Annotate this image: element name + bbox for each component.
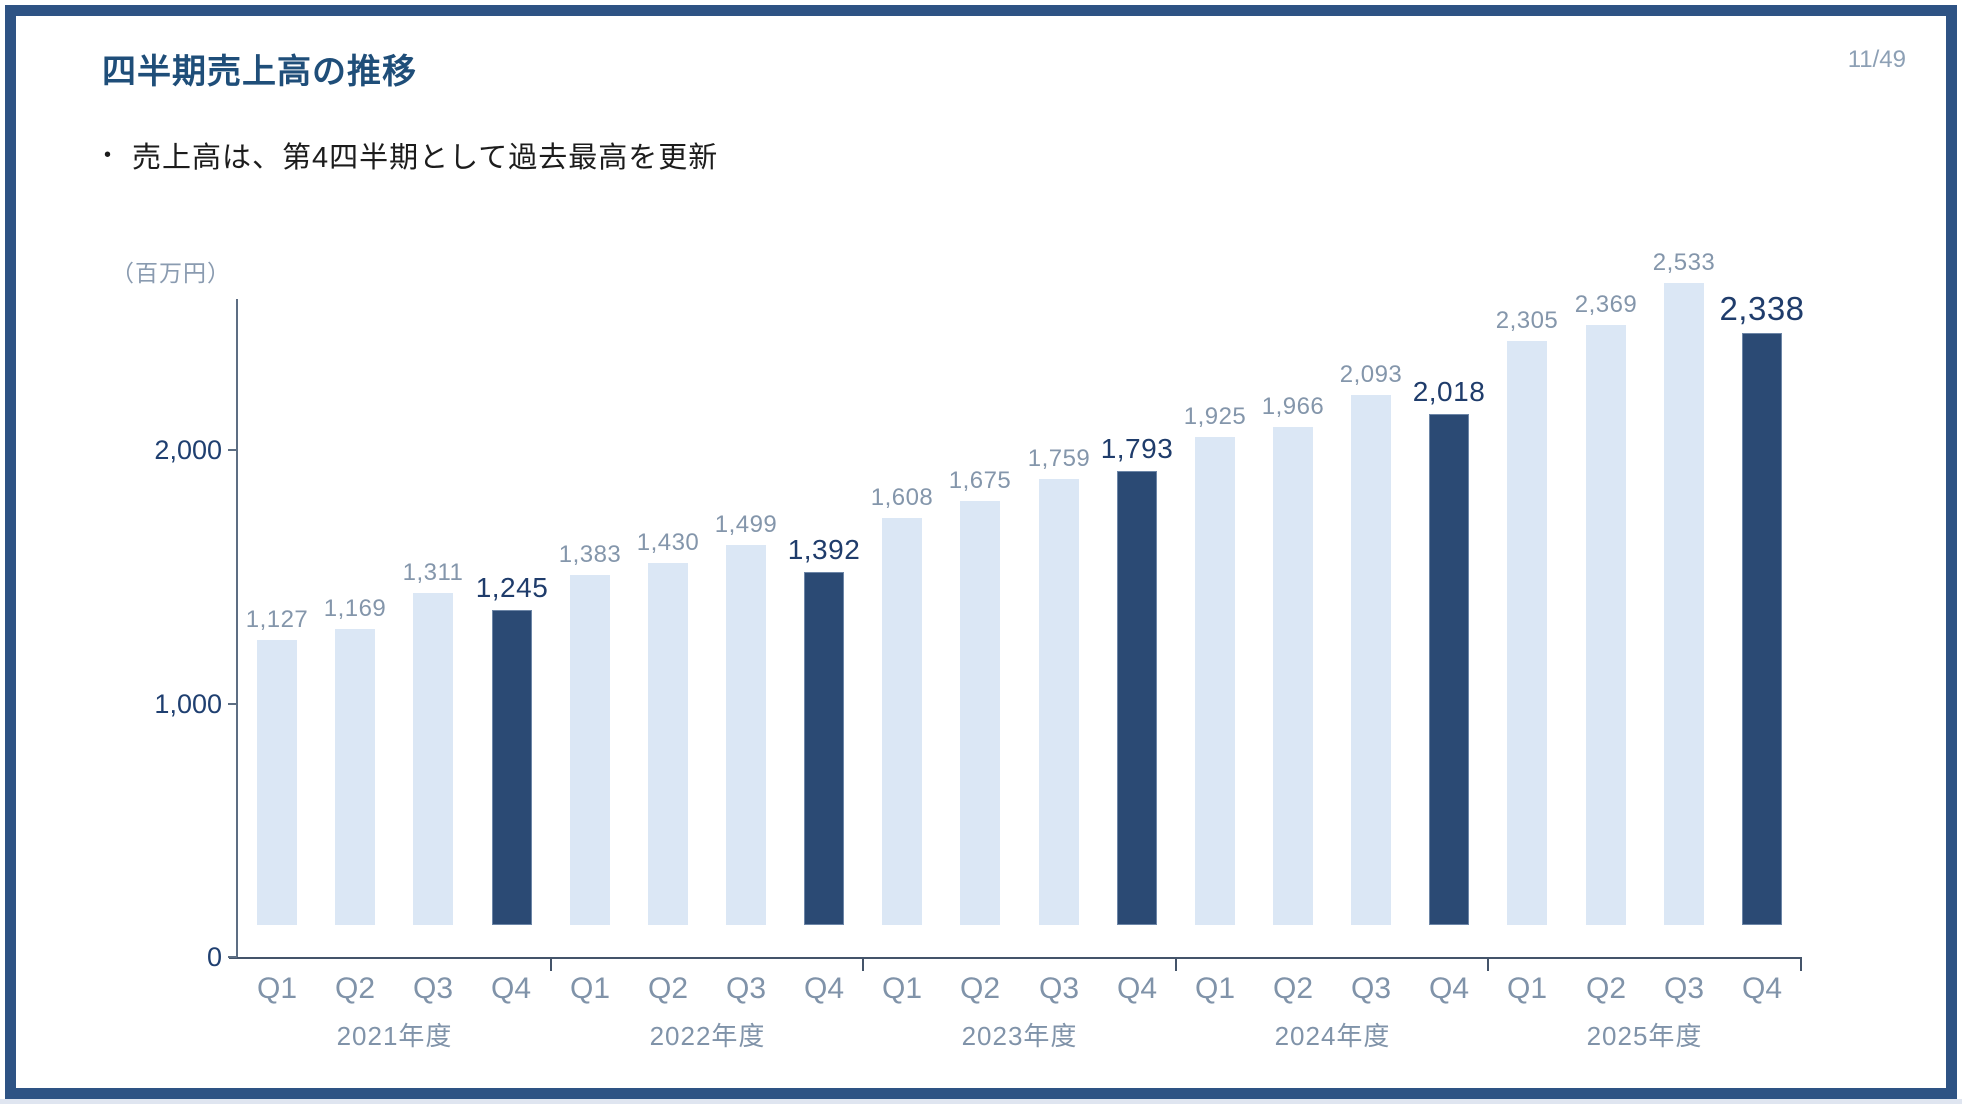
value-label-2021-q1: 1,127 xyxy=(245,606,309,633)
year-label-2024: 2024年度 xyxy=(1274,1021,1391,1051)
bullet-text: 売上高は、第4四半期として過去最高を更新 xyxy=(132,142,719,174)
value-label-2024-q3: 2,093 xyxy=(1339,361,1403,388)
bar-2021-q1 xyxy=(257,640,297,925)
year-label-2022: 2022年度 xyxy=(649,1021,766,1051)
value-label-2025-q4: 2,338 xyxy=(1719,290,1805,327)
y-axis-tick xyxy=(228,449,237,451)
y-tick-label: 1,000 xyxy=(154,689,222,719)
quarter-label-2021-q2: Q2 xyxy=(334,972,376,1005)
y-axis-tick xyxy=(228,956,237,958)
quarter-label-2024-q4: Q4 xyxy=(1428,972,1470,1005)
year-label-2023: 2023年度 xyxy=(961,1021,1078,1051)
bar-2024-q1 xyxy=(1195,437,1235,925)
y-axis xyxy=(236,299,238,959)
y-tick-label: 0 xyxy=(206,942,222,972)
bar-2025-q4 xyxy=(1742,333,1782,925)
bar-2022-q4 xyxy=(804,572,844,925)
group-separator-tick xyxy=(1175,957,1177,971)
bar-2023-q1 xyxy=(882,518,922,925)
bullet-row: • 売上高は、第4四半期として過去最高を更新 xyxy=(104,134,718,176)
value-label-2023-q1: 1,608 xyxy=(870,484,934,511)
quarter-label-2023-q1: Q1 xyxy=(881,972,923,1005)
value-label-2022-q1: 1,383 xyxy=(558,541,622,568)
bar-2023-q4 xyxy=(1117,471,1157,925)
bar-2025-q2 xyxy=(1586,325,1626,925)
y-axis-unit-label: （百万円） xyxy=(111,260,231,286)
bar-2021-q3 xyxy=(413,593,453,925)
quarter-label-2021-q3: Q3 xyxy=(412,972,454,1005)
quarter-label-2022-q4: Q4 xyxy=(803,972,845,1005)
quarter-label-2025-q1: Q1 xyxy=(1506,972,1548,1005)
y-axis-tick xyxy=(228,703,237,705)
quarter-label-2025-q4: Q4 xyxy=(1741,972,1783,1005)
bar-2024-q3 xyxy=(1351,395,1391,925)
bar-2025-q3 xyxy=(1664,283,1704,925)
quarter-label-2023-q2: Q2 xyxy=(959,972,1001,1005)
bottom-edge xyxy=(0,1099,1962,1104)
quarter-label-2025-q3: Q3 xyxy=(1663,972,1705,1005)
quarter-label-2023-q3: Q3 xyxy=(1038,972,1080,1005)
slide-frame: 四半期売上高の推移 11/49 • 売上高は、第4四半期として過去最高を更新 （… xyxy=(5,5,1957,1099)
quarter-label-2022-q2: Q2 xyxy=(647,972,689,1005)
value-label-2025-q1: 2,305 xyxy=(1495,307,1559,334)
value-label-2022-q3: 1,499 xyxy=(714,511,778,538)
bar-2021-q2 xyxy=(335,629,375,925)
value-label-2024-q2: 1,966 xyxy=(1261,393,1325,420)
quarter-label-2021-q4: Q4 xyxy=(490,972,532,1005)
value-label-2025-q2: 2,369 xyxy=(1574,291,1638,318)
quarter-label-2022-q1: Q1 xyxy=(569,972,611,1005)
bar-2021-q4 xyxy=(492,610,532,925)
bar-2025-q1 xyxy=(1507,341,1547,925)
value-label-2021-q4: 1,245 xyxy=(475,572,549,603)
bar-2024-q4 xyxy=(1429,414,1469,925)
value-label-2021-q3: 1,311 xyxy=(402,559,464,586)
quarter-label-2022-q3: Q3 xyxy=(725,972,767,1005)
value-label-2025-q3: 2,533 xyxy=(1652,249,1716,276)
quarter-label-2024-q1: Q1 xyxy=(1194,972,1236,1005)
value-label-2023-q3: 1,759 xyxy=(1027,445,1091,472)
group-separator-tick xyxy=(1800,957,1802,971)
bar-2024-q2 xyxy=(1273,427,1313,925)
quarter-label-2024-q2: Q2 xyxy=(1272,972,1314,1005)
slide-title: 四半期売上高の推移 xyxy=(102,53,417,91)
bar-2023-q3 xyxy=(1039,479,1079,925)
value-label-2024-q1: 1,925 xyxy=(1183,403,1247,430)
bar-2022-q3 xyxy=(726,545,766,925)
value-label-2021-q2: 1,169 xyxy=(323,595,387,622)
value-label-2023-q2: 1,675 xyxy=(948,467,1012,494)
year-label-2021: 2021年度 xyxy=(336,1021,453,1051)
year-label-2025: 2025年度 xyxy=(1586,1021,1703,1051)
quarter-label-2021-q1: Q1 xyxy=(256,972,298,1005)
group-separator-tick xyxy=(862,957,864,971)
bar-2022-q2 xyxy=(648,563,688,925)
bullet-marker-icon: • xyxy=(104,143,113,166)
quarterly-revenue-bar-chart: （百万円） 0 1,000 2,000 1,127 Q1 1,169 Q2 1,311 Q3 1,… xyxy=(16,16,1946,1088)
page-number: 11/49 xyxy=(1847,46,1906,73)
group-separator-tick xyxy=(1487,957,1489,971)
quarter-label-2023-q4: Q4 xyxy=(1116,972,1158,1005)
value-label-2022-q2: 1,430 xyxy=(636,529,700,556)
x-axis xyxy=(229,957,1801,959)
value-label-2024-q4: 2,018 xyxy=(1412,376,1486,407)
quarter-label-2025-q2: Q2 xyxy=(1585,972,1627,1005)
y-tick-label: 2,000 xyxy=(154,435,222,465)
group-separator-tick xyxy=(550,957,552,971)
quarter-label-2024-q3: Q3 xyxy=(1350,972,1392,1005)
value-label-2023-q4: 1,793 xyxy=(1100,433,1174,464)
bar-2022-q1 xyxy=(570,575,610,925)
bar-2023-q2 xyxy=(960,501,1000,925)
value-label-2022-q4: 1,392 xyxy=(787,534,861,565)
